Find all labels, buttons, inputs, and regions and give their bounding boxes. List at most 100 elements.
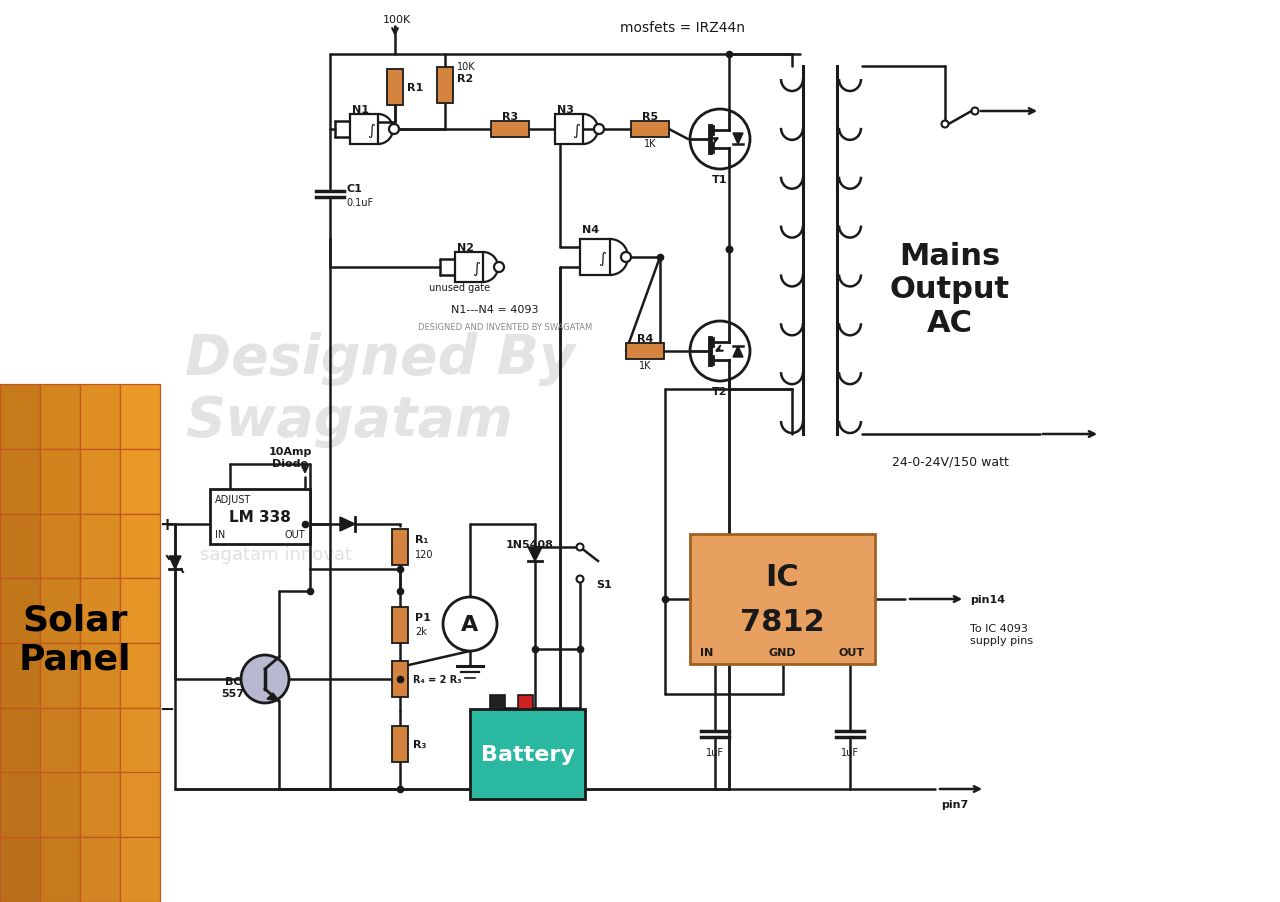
Bar xyxy=(120,708,160,773)
Bar xyxy=(454,253,483,282)
Bar xyxy=(392,529,408,566)
Text: BC
557: BC 557 xyxy=(221,676,244,698)
Text: OUT: OUT xyxy=(838,648,865,658)
Bar xyxy=(40,708,81,773)
Bar xyxy=(81,773,120,837)
Bar xyxy=(120,514,160,578)
Circle shape xyxy=(389,124,399,135)
Bar xyxy=(81,449,120,514)
Circle shape xyxy=(594,124,604,135)
Text: IN: IN xyxy=(215,529,225,539)
Circle shape xyxy=(942,122,948,128)
Circle shape xyxy=(690,110,750,170)
Text: IC: IC xyxy=(765,563,800,592)
Text: ADJUST: ADJUST xyxy=(215,494,251,504)
Text: 24-0-24V/150 watt: 24-0-24V/150 watt xyxy=(892,455,1009,468)
Bar xyxy=(490,695,506,709)
Text: N1: N1 xyxy=(352,105,369,115)
Text: OUT: OUT xyxy=(284,529,305,539)
Circle shape xyxy=(690,322,750,382)
Bar xyxy=(392,607,408,643)
Text: 1N5408: 1N5408 xyxy=(506,539,554,549)
Text: R₃: R₃ xyxy=(413,739,426,750)
Text: 7812: 7812 xyxy=(740,607,824,636)
Text: IN: IN xyxy=(700,648,713,658)
Bar xyxy=(392,661,408,697)
Text: ∫: ∫ xyxy=(572,124,580,138)
Text: 100K: 100K xyxy=(383,15,411,25)
Text: 1K: 1K xyxy=(644,139,657,149)
Text: T1: T1 xyxy=(712,175,728,185)
Bar xyxy=(518,695,532,709)
Bar xyxy=(120,578,160,643)
Bar xyxy=(349,115,378,145)
Bar xyxy=(470,709,585,799)
Text: Mains
Output
AC: Mains Output AC xyxy=(890,242,1010,337)
Bar xyxy=(0,837,40,902)
Bar xyxy=(81,514,120,578)
Bar xyxy=(210,490,310,545)
Text: ∫: ∫ xyxy=(472,262,480,276)
Text: T2: T2 xyxy=(712,387,728,397)
Text: Solar
Panel: Solar Panel xyxy=(19,603,132,676)
Text: pin14: pin14 xyxy=(970,594,1005,604)
Polygon shape xyxy=(529,548,541,561)
Polygon shape xyxy=(733,133,742,145)
Text: To IC 4093
supply pins: To IC 4093 supply pins xyxy=(970,623,1033,645)
Bar xyxy=(81,384,120,449)
Text: sagatam innovat: sagatam innovat xyxy=(200,546,352,564)
Text: 1uF: 1uF xyxy=(841,747,859,757)
Text: GND: GND xyxy=(769,648,796,658)
Text: R3: R3 xyxy=(502,112,518,122)
Bar xyxy=(580,240,611,276)
Bar xyxy=(492,122,529,138)
Text: LM 338: LM 338 xyxy=(229,510,291,524)
Bar xyxy=(120,837,160,902)
Bar xyxy=(120,384,160,449)
Text: DESIGNED AND INVENTED BY SWAGATAM: DESIGNED AND INVENTED BY SWAGATAM xyxy=(417,323,593,332)
Text: A: A xyxy=(461,614,479,634)
Polygon shape xyxy=(268,694,279,701)
Circle shape xyxy=(576,575,584,583)
Text: ∫: ∫ xyxy=(367,124,375,138)
Polygon shape xyxy=(340,518,355,531)
Text: C1: C1 xyxy=(346,184,362,194)
Text: R5: R5 xyxy=(643,112,658,122)
Bar xyxy=(40,449,81,514)
Text: 0.1uF: 0.1uF xyxy=(346,198,374,207)
Text: S1: S1 xyxy=(596,579,612,589)
Text: unused gate: unused gate xyxy=(429,282,490,292)
Text: pin7: pin7 xyxy=(941,799,969,809)
Bar xyxy=(387,70,403,106)
Bar xyxy=(392,726,408,762)
Circle shape xyxy=(621,253,631,262)
Polygon shape xyxy=(169,557,180,569)
Circle shape xyxy=(494,262,504,272)
Bar xyxy=(81,837,120,902)
Bar xyxy=(40,384,81,449)
Circle shape xyxy=(443,597,497,651)
Text: N2: N2 xyxy=(457,243,474,253)
Bar xyxy=(120,643,160,708)
Text: Battery: Battery xyxy=(480,744,575,764)
Text: R₁: R₁ xyxy=(415,534,429,545)
Text: 10K: 10K xyxy=(457,62,476,72)
Text: R1: R1 xyxy=(407,83,424,93)
Bar xyxy=(81,643,120,708)
Text: R4: R4 xyxy=(637,334,653,344)
Text: 1K: 1K xyxy=(639,361,652,371)
Bar xyxy=(40,643,81,708)
Bar xyxy=(40,773,81,837)
Bar xyxy=(81,578,120,643)
Bar xyxy=(0,578,40,643)
Text: 1uF: 1uF xyxy=(707,747,724,757)
Text: −: − xyxy=(160,700,174,718)
Text: R2: R2 xyxy=(457,74,474,84)
Text: 120: 120 xyxy=(415,549,434,559)
Text: P1: P1 xyxy=(415,612,431,622)
Text: 2k: 2k xyxy=(415,626,426,636)
Text: +: + xyxy=(160,515,174,533)
Bar xyxy=(626,344,664,360)
Text: Designed By
Swagatam: Designed By Swagatam xyxy=(186,331,575,447)
Bar xyxy=(631,122,669,138)
